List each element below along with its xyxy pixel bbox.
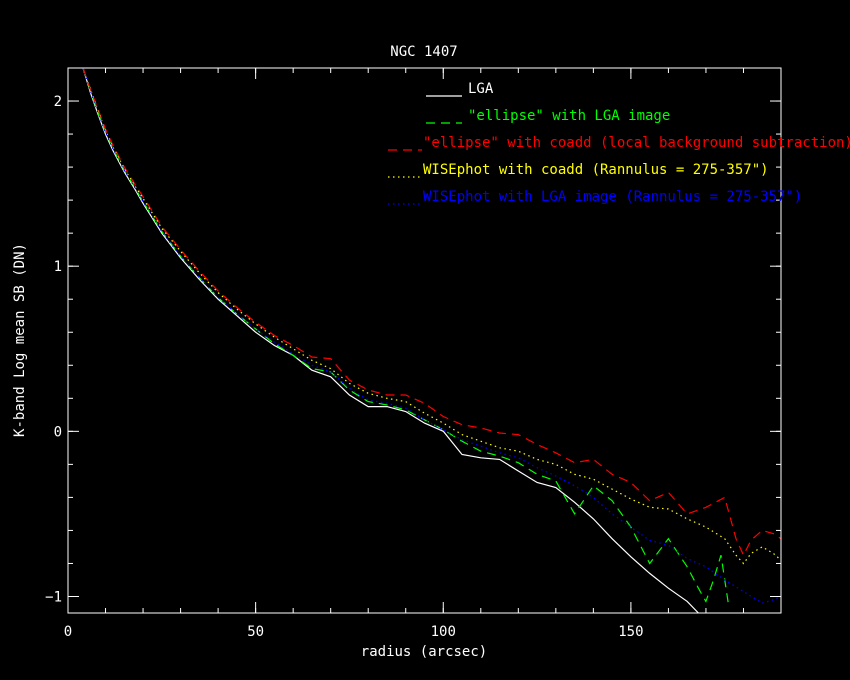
series-line-2 bbox=[82, 68, 730, 605]
x-tick-label: 0 bbox=[64, 624, 72, 640]
legend-label: "ellipse" with coadd (local background s… bbox=[423, 135, 850, 151]
series-line-5 bbox=[82, 68, 781, 604]
legend-label: WISEphot with LGA image (Rannulus = 275-… bbox=[423, 189, 802, 205]
y-tick-label: 0 bbox=[54, 424, 62, 440]
legend-label: LGA bbox=[468, 81, 494, 97]
series-layer bbox=[82, 68, 781, 613]
legend-label: WISEphot with coadd (Rannulus = 275-357"… bbox=[423, 162, 769, 178]
series-line-3 bbox=[82, 68, 781, 557]
series-line-4 bbox=[82, 68, 781, 565]
y-tick-label: 2 bbox=[54, 94, 62, 110]
x-tick-label: 100 bbox=[431, 624, 456, 640]
legend-label: "ellipse" with LGA image bbox=[468, 108, 670, 124]
x-tick-label: 150 bbox=[618, 624, 643, 640]
y-tick-label: 1 bbox=[54, 259, 62, 275]
axis-ticks: 0 50 100 150 −1 0 1 2 bbox=[45, 67, 782, 640]
y-axis-label: K-band Log mean SB (DN) bbox=[12, 243, 28, 437]
series-line-1 bbox=[82, 68, 699, 613]
x-axis-label: radius (arcsec) bbox=[361, 644, 487, 660]
chart-title: NGC 1407 bbox=[390, 44, 457, 60]
y-tick-label: −1 bbox=[45, 589, 62, 605]
plot-frame bbox=[67, 67, 782, 614]
legend: LGA "ellipse" with LGA image "ellipse" wit… bbox=[388, 81, 850, 205]
x-tick-label: 50 bbox=[247, 624, 264, 640]
